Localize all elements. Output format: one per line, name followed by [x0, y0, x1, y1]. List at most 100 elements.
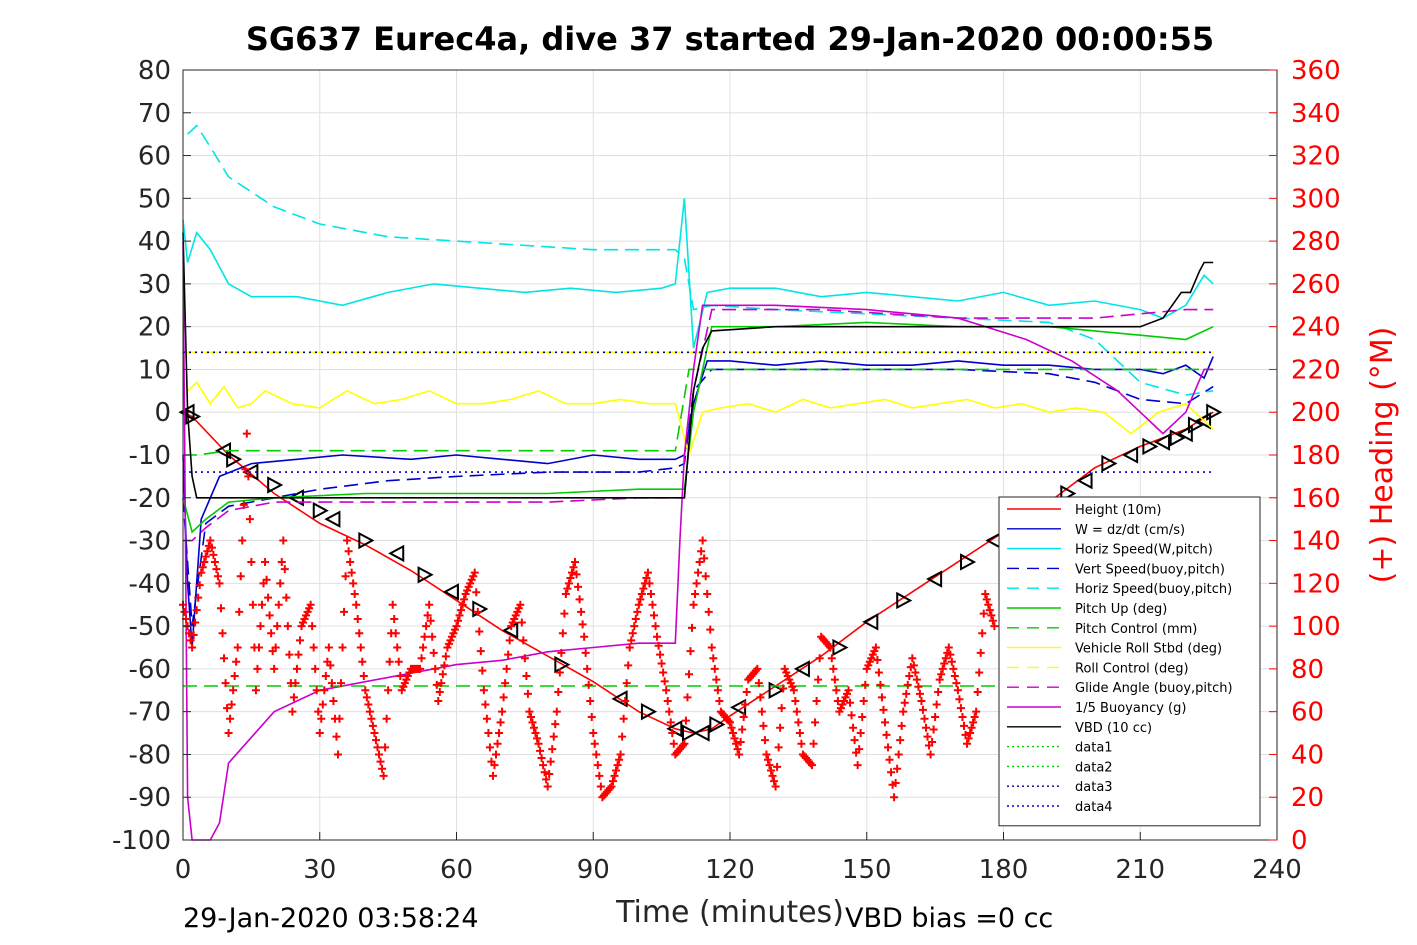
legend-entry-label: Vert Speed(buoy,pitch): [1075, 562, 1225, 577]
heading-point: [238, 536, 247, 545]
heading-point: [902, 689, 911, 698]
heading-point: [757, 707, 766, 716]
heading-point: [416, 664, 425, 673]
heading-point: [189, 631, 198, 640]
heading-point: [680, 739, 689, 748]
heading-point: [990, 622, 999, 631]
legend-entry-label: Horiz Speed(buoy,pitch): [1075, 582, 1232, 597]
y-right-tick-label: 20: [1291, 783, 1324, 813]
heading-point: [254, 643, 263, 652]
heading-point: [876, 680, 885, 689]
heading-point: [539, 761, 548, 770]
heading-point: [185, 629, 194, 638]
heading-point: [245, 515, 254, 524]
heading-point: [612, 766, 621, 775]
heading-point: [548, 745, 557, 754]
dive-marker: [1142, 437, 1159, 456]
heading-point: [247, 557, 256, 566]
heading-point: [575, 595, 584, 604]
heading-point: [934, 688, 943, 697]
dive-marker: [611, 690, 628, 708]
dive-marker: [693, 724, 710, 742]
heading-point: [767, 766, 776, 775]
y-left-tick-label: 0: [154, 398, 171, 428]
heading-point: [776, 723, 785, 732]
legend-entry-label: data3: [1075, 780, 1113, 795]
dive-marker: [1153, 433, 1171, 451]
heading-point: [877, 693, 886, 702]
dive-marker: [472, 600, 489, 618]
heading-point: [188, 643, 197, 652]
heading-point: [636, 595, 645, 604]
heading-point: [897, 721, 906, 730]
heading-point: [596, 782, 605, 791]
heading-point: [976, 648, 985, 657]
heading-point: [920, 714, 929, 723]
heading-point: [710, 664, 719, 673]
heading-point: [577, 607, 586, 616]
heading-point: [630, 622, 639, 631]
heading-point: [715, 696, 724, 705]
heading-point: [610, 771, 619, 780]
heading-point: [516, 600, 525, 609]
heading-point: [874, 668, 883, 677]
heading-point: [215, 579, 224, 588]
heading-point: [332, 732, 341, 741]
heading-point: [698, 536, 707, 545]
heading-point: [566, 573, 575, 582]
heading-point: [956, 704, 965, 713]
heading-point: [727, 723, 736, 732]
dive-marker: [185, 407, 202, 426]
heading-point: [321, 672, 330, 681]
y-left-tick-label: 10: [138, 355, 171, 385]
legend-entry-label: Pitch Control (mm): [1075, 622, 1197, 637]
heading-point: [236, 572, 245, 581]
legend-entry-label: Roll Control (deg): [1075, 661, 1189, 676]
right-axis-label: (+) Heading (°M): [1365, 327, 1400, 584]
dive-marker: [1176, 424, 1193, 443]
legend-entry-label: W = dz/dt (cm/s): [1075, 523, 1185, 538]
heading-point: [981, 590, 990, 599]
heading-point: [542, 775, 551, 784]
heading-point: [317, 714, 326, 723]
heading-point: [797, 739, 806, 748]
heading-point: [435, 688, 444, 697]
heading-point: [393, 643, 402, 652]
series-vbd-10-cc: [182, 232, 1214, 499]
heading-point: [280, 565, 289, 574]
heading-point: [502, 664, 511, 673]
heading-point: [534, 739, 543, 748]
heading-point: [267, 629, 276, 638]
heading-point: [495, 729, 504, 738]
heading-point: [944, 643, 953, 652]
heading-point: [394, 657, 403, 666]
heading-point: [251, 686, 260, 695]
heading-point: [479, 686, 488, 695]
heading-point: [385, 657, 394, 666]
heading-point: [440, 661, 449, 670]
heading-point: [306, 600, 315, 609]
x-tick-label: 120: [705, 855, 755, 885]
heading-point: [470, 568, 479, 577]
heading-point: [186, 636, 195, 645]
heading-point: [871, 643, 880, 652]
legend-entry-label: Pitch Up (deg): [1075, 602, 1167, 617]
heading-point: [248, 600, 257, 609]
heading-point: [929, 725, 938, 734]
heading-point: [481, 700, 490, 709]
heading-point: [581, 648, 590, 657]
legend-entry-label: data2: [1075, 760, 1113, 775]
heading-point: [709, 654, 718, 663]
heading-point: [282, 593, 291, 602]
heading-point: [949, 664, 958, 673]
x-tick-label: 240: [1252, 855, 1302, 885]
heading-point: [457, 606, 466, 615]
heading-point: [985, 606, 994, 615]
heading-point: [701, 572, 710, 581]
legend-entry-label: data1: [1075, 741, 1113, 756]
heading-point: [460, 595, 469, 604]
heading-point: [631, 614, 640, 623]
dive-marker: [1169, 429, 1186, 447]
heading-point: [327, 679, 336, 688]
dive-marker: [1122, 446, 1139, 464]
